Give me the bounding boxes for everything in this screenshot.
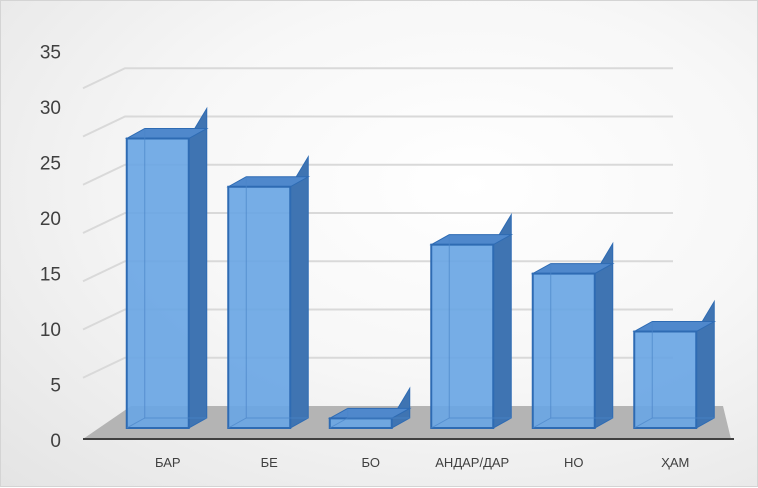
y-tick-label: 20: [40, 209, 61, 230]
y-tick-label: 10: [40, 320, 61, 341]
bar: [429, 212, 514, 429]
y-tick-label: 0: [50, 431, 61, 452]
x-tick-label: АНДАР/ДАР: [435, 455, 509, 470]
y-axis-ticks: 0 5 10 15 20 25 30 35: [40, 43, 61, 453]
x-tick-label: ҲАМ: [661, 455, 689, 470]
bar: [124, 106, 209, 429]
gridline: [82, 115, 673, 138]
bar-front-face: [430, 243, 495, 429]
gridline: [82, 163, 673, 186]
bar: [632, 299, 717, 429]
bar-inner-edge: [532, 417, 551, 429]
bars: [124, 106, 717, 430]
bar-front-face: [227, 185, 292, 429]
bar-side-face: [289, 154, 309, 429]
y-tick-label: 30: [40, 98, 61, 119]
bar-front-face: [633, 330, 698, 429]
bar: [327, 386, 412, 430]
x-tick-label: БО: [362, 455, 381, 470]
gridline: [82, 212, 673, 234]
x-tick-label: БАР: [155, 455, 181, 470]
bar-inner-edge: [634, 417, 653, 429]
x-axis-ticks: БАР БЕ БО АНДАР/ДАР НО ҲАМ: [155, 455, 689, 470]
bar-side-face: [188, 106, 208, 429]
gridlines: [82, 67, 673, 379]
bar-front-face: [125, 137, 190, 429]
bar: [530, 241, 615, 429]
bar-side-face: [695, 299, 715, 429]
bar-inner-edge: [228, 417, 247, 429]
gridline: [82, 67, 673, 90]
x-tick-label: БЕ: [261, 455, 279, 470]
bar: [226, 154, 311, 429]
bar-inner-edge: [329, 417, 348, 429]
y-tick-label: 5: [50, 376, 61, 397]
bar-front-face: [531, 272, 596, 429]
y-tick-label: 35: [40, 43, 61, 64]
bar-inner-edge: [126, 417, 145, 429]
y-tick-label: 15: [40, 265, 61, 286]
y-tick-label: 25: [40, 154, 61, 175]
bar-inner-edge: [431, 417, 450, 429]
x-tick-label: НО: [564, 455, 584, 470]
bar-side-face: [492, 212, 512, 429]
